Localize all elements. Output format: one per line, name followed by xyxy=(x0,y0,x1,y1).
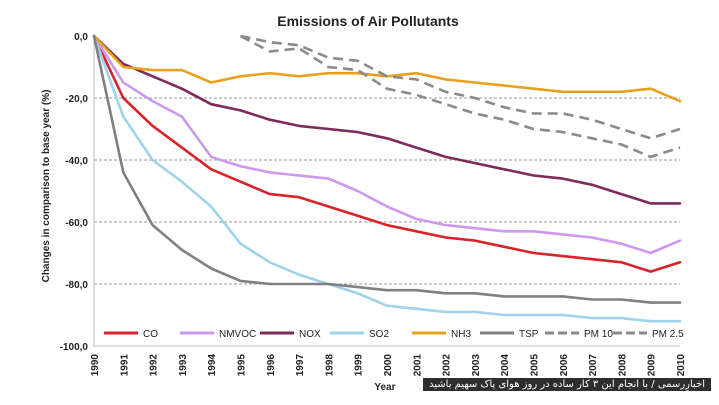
series-line-co xyxy=(92,34,682,273)
y-tick-label: 0,0 xyxy=(74,32,88,43)
gridlines xyxy=(93,36,680,347)
series-line-nmvoc xyxy=(92,34,682,255)
x-tick-label: 1998 xyxy=(324,354,335,377)
x-tick-label: 2003 xyxy=(471,354,482,377)
x-tick-label: 1991 xyxy=(119,354,130,377)
legend-label: CO xyxy=(143,329,158,340)
y-tick-label: -60,0 xyxy=(65,218,88,229)
x-tick-label: 1990 xyxy=(90,354,101,377)
legend-label: SO2 xyxy=(369,329,389,340)
x-tick-label: 1994 xyxy=(207,354,218,377)
x-tick-label: 2000 xyxy=(383,354,394,377)
series-line-nh3 xyxy=(92,34,682,103)
series-line-nox xyxy=(92,34,682,205)
series-lines xyxy=(92,34,682,323)
y-tick-label: -80,0 xyxy=(65,280,88,291)
legend-label: NH3 xyxy=(451,329,471,340)
y-tick-label: -20,0 xyxy=(65,94,88,105)
y-axis-ticks: 0,0 -20,0 -40,0 -60,0 -80,0 -100,0 xyxy=(60,32,89,353)
legend-label: NMVOC xyxy=(219,329,256,340)
x-tick-label: 2009 xyxy=(647,354,658,377)
x-tick-label: 1997 xyxy=(295,354,306,377)
x-axis-label: Year xyxy=(374,382,395,393)
x-tick-label: 2010 xyxy=(676,354,687,377)
y-tick-label: -100,0 xyxy=(60,342,89,353)
x-tick-label: 2006 xyxy=(559,354,570,377)
x-tick-label: 1992 xyxy=(149,354,160,377)
x-tick-label: 1995 xyxy=(237,354,248,377)
x-tick-label: 1996 xyxy=(266,354,277,377)
x-tick-label: 1993 xyxy=(178,354,189,377)
series-line-pm-10 xyxy=(240,34,681,140)
legend-label: PM 2.5 xyxy=(652,329,684,340)
x-tick-label: 2001 xyxy=(412,354,423,377)
x-axis-ticks: 1990 1991 1992 1993 1994 1995 1996 1997 1998 1999… xyxy=(90,354,687,377)
chart-title: Emissions of Air Pollutants xyxy=(277,13,459,29)
y-axis-label: Changes in comparison to base year (%) xyxy=(41,90,52,283)
series-line-pm-2-5 xyxy=(239,34,681,159)
source-caption: اخبارِرسمی / با انجام این ۳ کار ساده در … xyxy=(423,378,711,391)
series-line-tsp xyxy=(92,34,682,304)
x-tick-label: 2007 xyxy=(588,354,599,377)
x-tick-label: 2002 xyxy=(442,354,453,377)
x-tick-label: 2004 xyxy=(500,354,511,377)
series-line-so2 xyxy=(92,34,682,323)
legend-label: NOX xyxy=(299,329,321,340)
legend-label: PM 10 xyxy=(584,329,613,340)
x-tick-label: 1999 xyxy=(354,354,365,377)
y-tick-label: -40,0 xyxy=(65,156,88,167)
legend-label: TSP xyxy=(519,329,539,340)
x-tick-label: 2005 xyxy=(530,354,541,377)
legend: CO NMVOC NOX SO2 NH3 TSP PM 10 PM 2.5 xyxy=(104,329,684,340)
x-tick-label: 2008 xyxy=(617,354,628,377)
